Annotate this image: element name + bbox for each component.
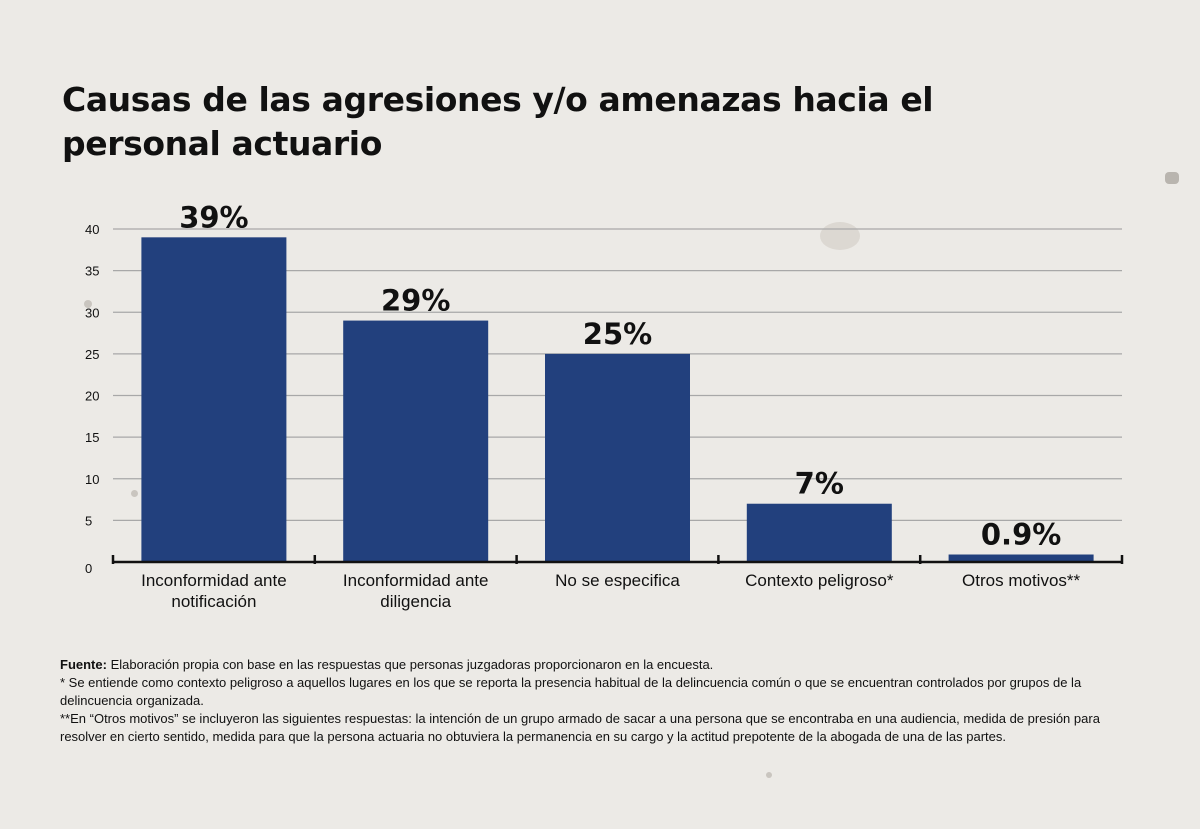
value-label: 29% <box>381 284 450 318</box>
category-label: No se especifica <box>555 571 680 590</box>
y-tick-label: 20 <box>85 389 99 404</box>
category-label-line: diligencia <box>380 592 451 611</box>
value-labels: 39% 29% 25% 7% 0.9% <box>179 200 1061 551</box>
category-label-line: Inconformidad ante <box>141 571 287 590</box>
category-label-line: No se especifica <box>555 571 680 590</box>
paper-speck <box>84 300 92 308</box>
y-tick-label: 35 <box>85 264 99 279</box>
bar <box>948 554 1094 562</box>
y-tick-label: 5 <box>85 513 92 528</box>
category-label: Contexto peligroso* <box>745 571 894 590</box>
y-tick-label: 25 <box>85 347 99 362</box>
x-axis <box>111 555 1124 564</box>
bar <box>545 353 690 562</box>
category-label: Otros motivos** <box>962 571 1080 590</box>
paper-speck <box>1165 172 1179 184</box>
y-tick-label: 0 <box>85 561 92 576</box>
chart-title: Causas de las agresiones y/o amenazas ha… <box>62 80 934 163</box>
y-tick-label: 30 <box>85 305 99 320</box>
category-label-line: notificación <box>171 592 256 611</box>
paper-speck <box>766 772 772 778</box>
paper-speck <box>131 490 138 497</box>
category-labels: Inconformidad ante notificaciónInconformi… <box>141 571 1080 611</box>
bar <box>141 237 287 562</box>
value-label: 7% <box>795 467 844 501</box>
source-note: Fuente: Elaboración propia con base en l… <box>60 656 1145 674</box>
category-label-line: Contexto peligroso* <box>745 571 894 590</box>
category-label: Inconformidad ante diligencia <box>343 571 489 611</box>
y-axis-ticks: 0 5 10 15 20 25 30 35 40 <box>85 222 99 576</box>
value-label: 0.9% <box>981 518 1061 552</box>
y-tick-label: 10 <box>85 472 99 487</box>
category-label-line: Inconformidad ante <box>343 571 489 590</box>
value-label: 39% <box>179 200 248 234</box>
bar <box>746 503 892 562</box>
value-label: 25% <box>583 317 652 351</box>
y-tick-label: 40 <box>85 222 99 237</box>
paper-speck <box>820 222 860 250</box>
category-label-line: Otros motivos** <box>962 571 1080 590</box>
category-label: Inconformidad ante notificación <box>141 571 287 611</box>
bar <box>343 320 489 562</box>
footnote-1: * Se entiende como contexto peligroso a … <box>60 675 1082 708</box>
source-text: Elaboración propia con base en las respu… <box>106 657 714 672</box>
bar-chart: 0 5 10 15 20 25 30 35 40 39% 29% 25% 7% 0.9% Inconfo… <box>85 200 1124 611</box>
source-label: Fuente: <box>60 657 107 672</box>
footnote-2: **En “Otros motivos” se incluyeron las s… <box>60 711 1100 744</box>
bars <box>141 237 1094 562</box>
footnotes: Fuente: Elaboración propia con base en l… <box>60 656 1145 746</box>
y-tick-label: 15 <box>85 430 99 445</box>
